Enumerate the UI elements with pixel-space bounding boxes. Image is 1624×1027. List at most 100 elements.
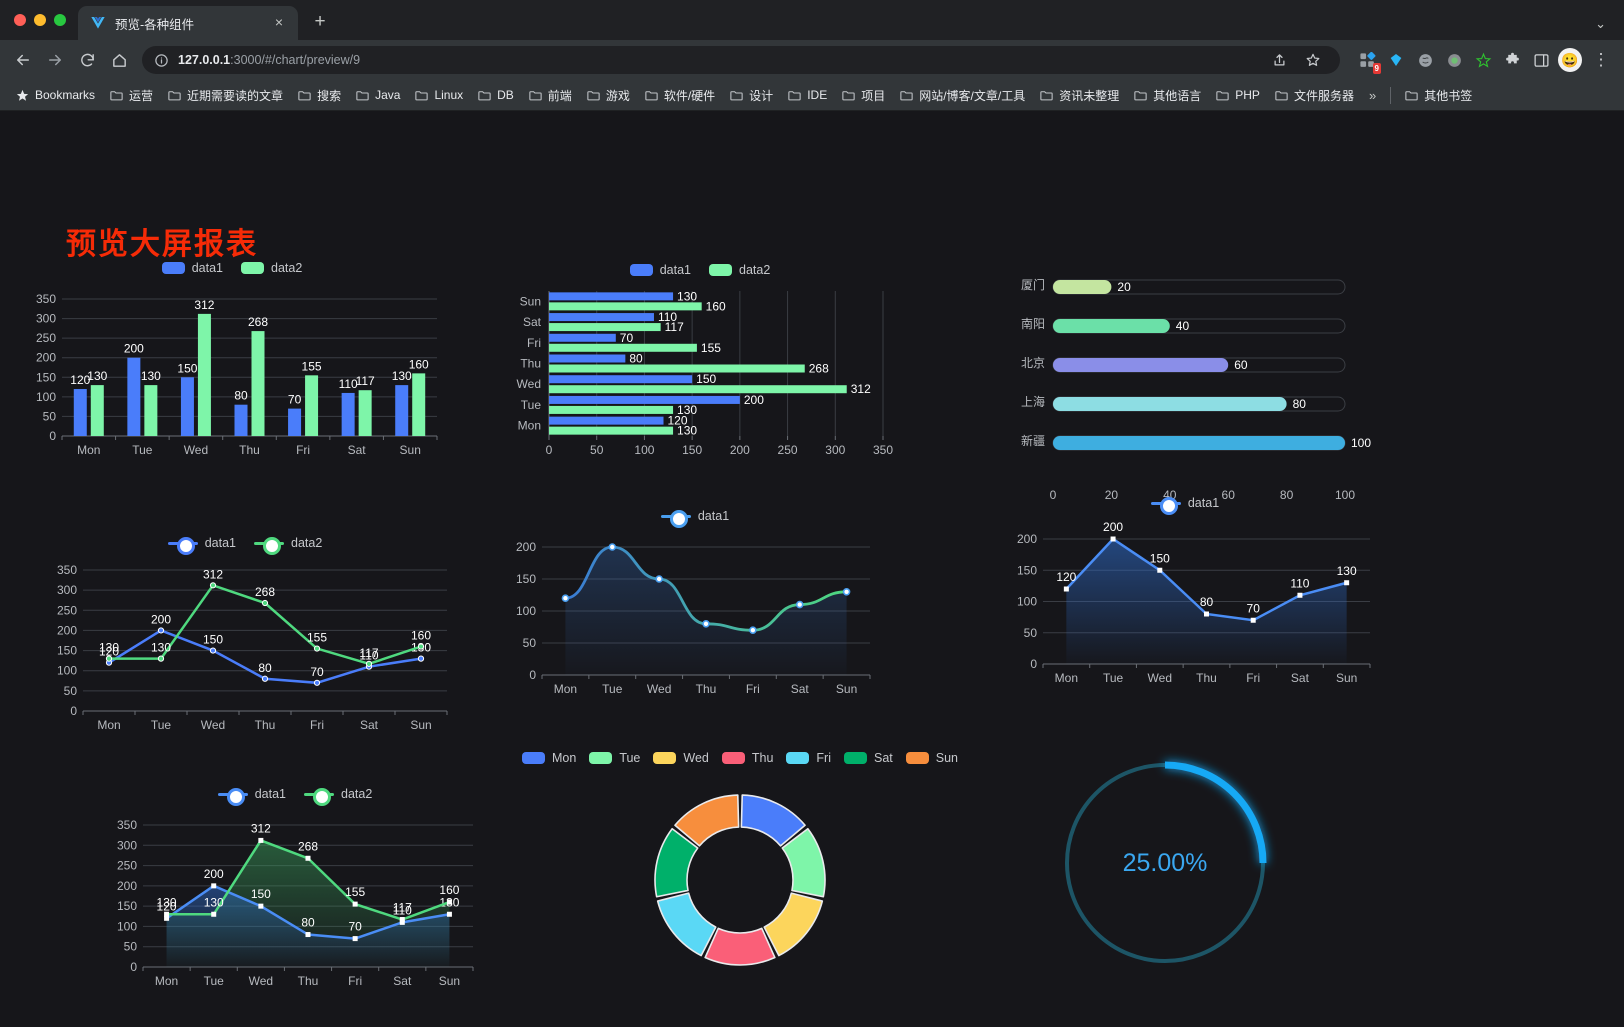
bar[interactable] [549, 385, 847, 394]
bookmark-item[interactable]: 网站/博客/文章/工具 [892, 83, 1032, 108]
bar[interactable] [549, 354, 626, 363]
data-point[interactable] [261, 675, 269, 682]
green-star-icon[interactable] [1470, 47, 1496, 73]
bar[interactable] [234, 404, 248, 436]
data-point[interactable] [655, 575, 663, 583]
chart-line-gradient[interactable]: data1 0 50 100 150 200 Mon Tue Wed Thu Fri Sat Sun [500, 509, 890, 724]
back-button[interactable] [8, 45, 38, 75]
data-point[interactable] [258, 837, 264, 843]
legend-item[interactable]: data1 [1150, 496, 1219, 515]
data-point[interactable] [399, 919, 405, 925]
legend-item[interactable]: Wed [653, 751, 709, 765]
bar[interactable] [358, 390, 372, 436]
bar[interactable] [305, 375, 319, 436]
data-point[interactable] [313, 645, 321, 652]
data-point[interactable] [352, 901, 358, 907]
data-point[interactable] [842, 588, 851, 596]
bar[interactable] [73, 389, 87, 436]
chart-area-two-series[interactable]: data1 data2 0 50 100 150 200 250 300 350 Mon Tue W… [95, 787, 495, 1012]
sidepanel-icon[interactable] [1528, 47, 1554, 73]
legend-item[interactable]: data1 [161, 261, 223, 275]
data-point[interactable] [1344, 580, 1350, 586]
chart-line-two-series[interactable]: data1 data2 0 50 100 150 200 250 300 350 Mon Tue W… [35, 536, 455, 751]
data-point[interactable] [1297, 592, 1303, 598]
bar[interactable] [549, 323, 661, 332]
bookmark-star-icon[interactable] [1298, 45, 1328, 75]
chart-city-progress[interactable]: 厦门 20 南阳 40 北京 60 上海 80 新疆 100 0 20 40 60 80 100 [995, 266, 1395, 502]
close-icon[interactable]: × [274, 14, 284, 30]
data-point[interactable] [1204, 611, 1209, 617]
pie-slice[interactable] [704, 927, 776, 966]
bar[interactable] [549, 405, 674, 414]
bar[interactable] [549, 426, 674, 435]
pie-slice[interactable] [763, 892, 824, 957]
bookmark-item[interactable]: 运营 [102, 83, 160, 108]
data-point[interactable] [446, 911, 452, 917]
bookmark-item[interactable]: Java [348, 84, 407, 107]
close-window-button[interactable] [14, 14, 26, 26]
data-point[interactable] [261, 599, 269, 607]
bookmark-item[interactable]: DB [470, 84, 521, 107]
progress-fill[interactable] [1053, 358, 1229, 372]
bar[interactable] [549, 375, 693, 384]
legend-item[interactable]: Thu [721, 751, 773, 765]
gauge-progress[interactable] [1164, 761, 1267, 864]
diamond-icon[interactable] [1383, 47, 1409, 73]
bookmark-item[interactable]: 游戏 [579, 83, 637, 108]
browser-tab[interactable]: 预览-各种组件 × [78, 6, 298, 40]
chart-vertical-bar[interactable]: data1 data2 0 50 100 150 200 250 300 350 Mon 120 1… [22, 261, 442, 476]
legend-item[interactable]: data2 [709, 263, 770, 277]
legend-item[interactable]: Fri [786, 751, 831, 765]
other-bookmarks-item[interactable]: 其他书签 [1397, 83, 1479, 108]
bookmark-item[interactable]: 软件/硬件 [637, 83, 722, 108]
bookmark-item[interactable]: 文件服务器 [1267, 83, 1361, 108]
avatar[interactable]: 😀 [1557, 47, 1583, 73]
new-tab-button[interactable]: + [314, 11, 326, 32]
bar[interactable] [412, 373, 426, 436]
data-point[interactable] [795, 600, 804, 609]
browser-menu-button[interactable]: ⋮ [1592, 50, 1610, 69]
green-circle-icon[interactable] [1441, 47, 1467, 73]
puzzle-icon[interactable] [1499, 47, 1525, 73]
extensions-grid-icon[interactable]: 9 [1354, 47, 1381, 74]
legend-item[interactable]: data1 [217, 787, 286, 806]
data-point[interactable] [561, 594, 570, 602]
legend-item[interactable]: data1 [629, 263, 691, 277]
bar[interactable] [549, 343, 697, 352]
bar[interactable] [549, 302, 702, 311]
data-point[interactable] [105, 655, 113, 662]
chart-donut-pie[interactable]: Mon Tue Wed Thu Fri Sat Sun [521, 751, 958, 1001]
data-point[interactable] [258, 903, 264, 909]
data-point[interactable] [749, 626, 757, 634]
data-point[interactable] [313, 679, 321, 686]
chart-horizontal-bar[interactable]: data1 data2 0 50 100 150 200 250 300 350 Sun 130 1… [505, 263, 895, 478]
legend-item[interactable]: Tue [589, 751, 640, 765]
data-point[interactable] [164, 911, 170, 917]
bar[interactable] [180, 377, 194, 436]
bar[interactable] [288, 408, 302, 436]
data-point[interactable] [209, 647, 217, 654]
chevron-down-icon[interactable]: ⌄ [1595, 16, 1606, 31]
data-point[interactable] [164, 915, 170, 921]
bar[interactable] [90, 385, 104, 436]
legend-item[interactable]: Sun [905, 751, 958, 765]
legend-item[interactable]: data2 [304, 787, 372, 806]
bookmark-item[interactable]: 其他语言 [1126, 83, 1208, 108]
data-point[interactable] [1157, 567, 1163, 573]
data-point[interactable] [399, 917, 405, 923]
bar[interactable] [144, 385, 158, 436]
pie-slice[interactable] [656, 892, 717, 957]
pie-slice[interactable] [674, 794, 740, 847]
data-point[interactable] [1110, 536, 1116, 542]
legend-item[interactable]: data1 [167, 536, 236, 555]
data-point[interactable] [305, 932, 311, 938]
bar[interactable] [549, 333, 616, 342]
data-point[interactable] [417, 643, 425, 650]
maximize-window-button[interactable] [54, 14, 66, 26]
data-point[interactable] [365, 660, 373, 667]
share-icon[interactable] [1264, 45, 1294, 75]
bar[interactable] [549, 313, 654, 322]
bookmark-item[interactable]: 资讯未整理 [1032, 83, 1126, 108]
chart-gauge[interactable]: 25.00% [1040, 741, 1290, 991]
bookmark-item[interactable]: 前端 [521, 83, 579, 108]
